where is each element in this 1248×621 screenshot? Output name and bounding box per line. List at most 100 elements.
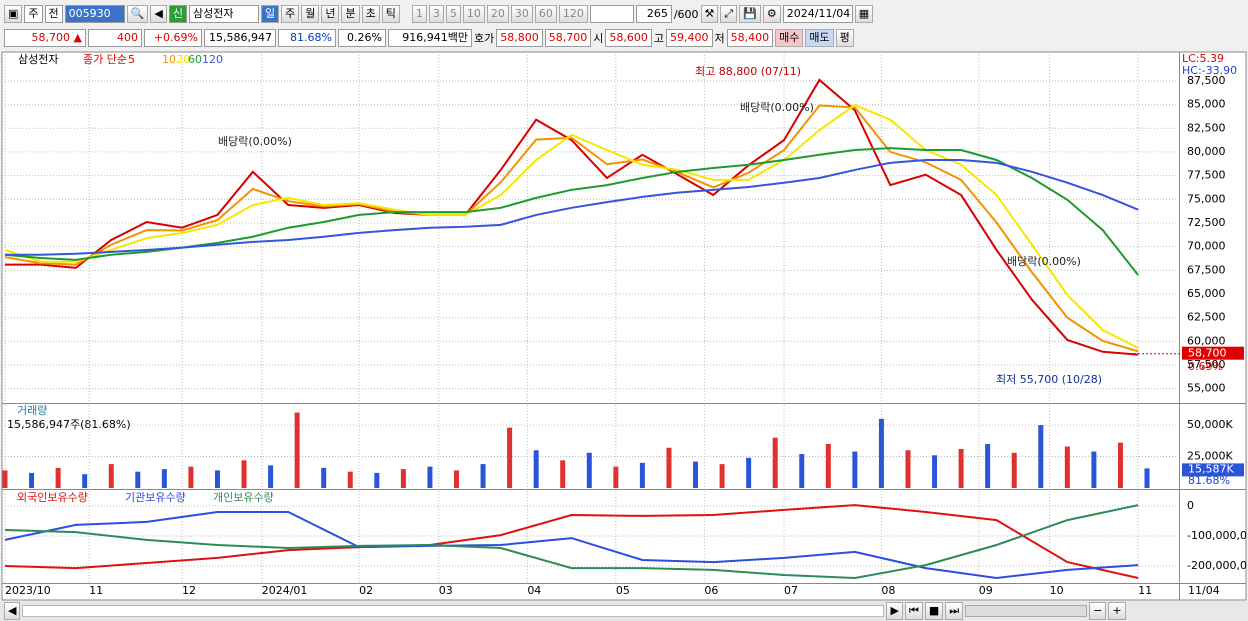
- period[interactable]: 분: [341, 5, 360, 23]
- series-line: [4, 504, 1139, 579]
- y-tick-label: 55,000: [1187, 382, 1226, 395]
- period[interactable]: 틱: [381, 5, 400, 23]
- scroll-left[interactable]: ◀: [4, 602, 21, 620]
- count[interactable]: 265: [635, 5, 672, 23]
- volume-title: 거래량: [17, 404, 47, 417]
- count-max: /600: [673, 7, 699, 21]
- volume-bar: [214, 470, 220, 488]
- x-tick-label: 03: [439, 584, 453, 597]
- scroll-track[interactable]: [22, 605, 885, 617]
- volume-bar: [268, 465, 274, 488]
- icon[interactable]: ▣: [4, 5, 23, 23]
- interval[interactable]: 1: [411, 5, 427, 23]
- volume-last-box: [1182, 463, 1244, 477]
- eval-button[interactable]: 평: [835, 29, 854, 47]
- y-tick-label: 77,500: [1187, 169, 1226, 182]
- y-tick-label: 65,000: [1187, 287, 1226, 300]
- search[interactable]: 🔍: [126, 5, 149, 23]
- forward[interactable]: ⏭: [945, 602, 964, 620]
- price: 58,700 ▲: [4, 29, 86, 47]
- legend-entry: 20: [176, 53, 190, 66]
- volume-bar: [878, 418, 884, 488]
- interval[interactable]: 3: [428, 5, 444, 23]
- volume-bar: [746, 457, 752, 488]
- volume-bar: [188, 466, 194, 488]
- market[interactable]: 주: [24, 5, 43, 23]
- interval-input[interactable]: [589, 5, 634, 23]
- last-pct: 0.69%: [1188, 360, 1223, 373]
- credit[interactable]: 신: [168, 5, 187, 23]
- volume-bar: [932, 455, 938, 488]
- zoom-out[interactable]: −: [1089, 602, 1107, 620]
- stop[interactable]: ■: [924, 602, 944, 620]
- period[interactable]: 월: [301, 5, 320, 23]
- stock-name: 삼성전자: [188, 5, 259, 23]
- last-price-box: [1182, 346, 1244, 360]
- interval[interactable]: 10: [462, 5, 485, 23]
- tool[interactable]: ⚙: [762, 5, 781, 23]
- interval[interactable]: 5: [445, 5, 461, 23]
- volume-bar: [613, 466, 619, 488]
- buy-button[interactable]: 매수: [775, 29, 804, 47]
- volume-bar: [347, 471, 353, 488]
- volume-bar: [241, 460, 247, 488]
- volume-bar: [135, 471, 141, 488]
- period[interactable]: 주: [281, 5, 300, 23]
- label: 호가: [474, 32, 495, 45]
- annotation: 최저 55,700 (10/28): [996, 373, 1102, 386]
- tool[interactable]: ⚒: [700, 5, 719, 23]
- volume-bar: [560, 460, 566, 488]
- volume-bar: [985, 443, 991, 488]
- chart-title: 삼성전자: [18, 53, 58, 66]
- interval[interactable]: 60: [534, 5, 557, 23]
- prev[interactable]: 전: [44, 5, 63, 23]
- legend-title: 종가 단순: [83, 53, 127, 66]
- volume-bar: [374, 472, 380, 488]
- legend-entry: 개인보유수량: [213, 491, 274, 504]
- volume-bar: [1144, 468, 1150, 488]
- zoom-slider[interactable]: [965, 605, 1088, 617]
- y-tick-label: 80,000: [1187, 145, 1226, 158]
- interval[interactable]: 20: [486, 5, 509, 23]
- volume-bar: [693, 461, 699, 488]
- legend-entry: 120: [202, 53, 223, 66]
- toolbar: ▣ 주 전 005930 🔍 ◀ 신 삼성전자 일 주 월 년 분 초 틱 1 …: [0, 4, 1248, 24]
- calendar[interactable]: ▦: [854, 5, 874, 23]
- code[interactable]: 005930: [64, 5, 125, 23]
- volume-bar: [852, 451, 858, 488]
- tool[interactable]: ⤢: [720, 5, 738, 23]
- volume-bar: [400, 469, 406, 488]
- speaker[interactable]: ◀: [150, 5, 167, 23]
- hc: HC:-33.90: [1182, 64, 1237, 77]
- interval[interactable]: 120: [558, 5, 588, 23]
- y-tick-label: 0: [1187, 499, 1194, 512]
- x-tick-label: 12: [182, 584, 196, 597]
- period[interactable]: 일: [260, 5, 280, 23]
- tool[interactable]: 💾: [739, 5, 761, 23]
- interval[interactable]: 30: [510, 5, 533, 23]
- volume-bar: [453, 470, 459, 488]
- volume-bar: [533, 450, 539, 488]
- legend-entry: 5: [128, 53, 135, 66]
- play[interactable]: ▶: [886, 602, 903, 620]
- volume-last-pct: 81.68%: [1188, 474, 1230, 487]
- annotation: 배당락(0.00%): [218, 135, 292, 148]
- volume-bar: [1064, 446, 1070, 488]
- legend-entry: 기관보유수량: [125, 491, 186, 504]
- period[interactable]: 초: [361, 5, 380, 23]
- date[interactable]: 2024/11/04: [782, 5, 853, 23]
- volume-bar: [55, 467, 61, 488]
- zoom-in[interactable]: +: [1108, 602, 1126, 620]
- x-tick-label: 11: [89, 584, 103, 597]
- volume-bar: [294, 412, 300, 488]
- annotation: 배당락(0.00%): [740, 101, 814, 114]
- x-tick-label: 2023/10: [5, 584, 51, 597]
- period[interactable]: 년: [321, 5, 340, 23]
- series-line: [4, 511, 1139, 580]
- y-tick-label: 57,500: [1187, 358, 1226, 371]
- rewind[interactable]: ⏮: [904, 602, 923, 620]
- legend-entry: 60: [188, 53, 202, 66]
- y-tick-label: 72,500: [1187, 216, 1226, 229]
- chart: 삼성전자 종가 단순 LC:5.39 HC:-33.90 0.69% 거래량 1…: [1, 51, 1247, 601]
- sell-button[interactable]: 매도: [805, 29, 834, 47]
